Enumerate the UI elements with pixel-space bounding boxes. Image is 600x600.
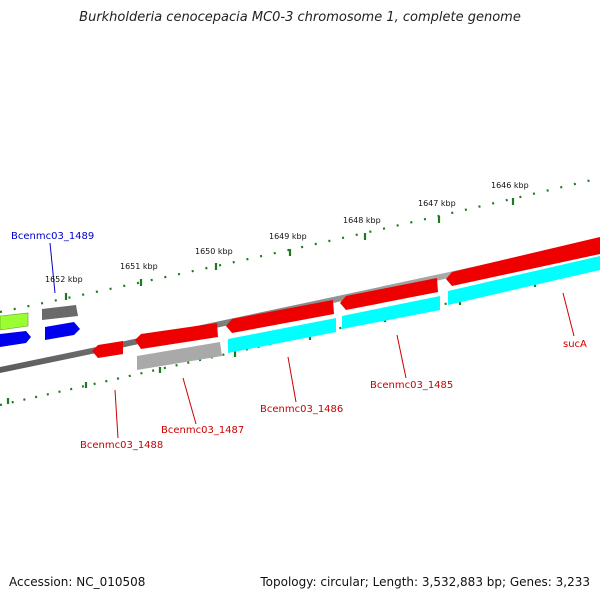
gene-blue-1489-adjacent[interactable] bbox=[45, 322, 80, 340]
outer-ruler bbox=[0, 176, 600, 314]
leader-1489 bbox=[49, 242, 56, 294]
leader-1485 bbox=[396, 334, 407, 379]
outer-major-ticks bbox=[64, 198, 515, 300]
tick-label-1648: 1648 kbp bbox=[343, 216, 381, 225]
gene-red-1486[interactable] bbox=[226, 300, 334, 333]
tick-label-1651: 1651 kbp bbox=[120, 262, 158, 271]
leader-1488 bbox=[114, 389, 119, 439]
gene-label-bcenmc03-1485: Bcenmc03_1485 bbox=[370, 380, 453, 391]
accession-text: Accession: NC_010508 bbox=[9, 575, 146, 589]
gene-darkgray-1489[interactable] bbox=[42, 305, 78, 320]
leader-1486 bbox=[287, 356, 297, 403]
gene-red-1488[interactable] bbox=[92, 341, 123, 358]
leader-1487 bbox=[182, 377, 197, 425]
gene-label-bcenmc03-1489: Bcenmc03_1489 bbox=[11, 231, 94, 242]
gene-red-suca[interactable] bbox=[446, 237, 600, 286]
gene-label-bcenmc03-1486: Bcenmc03_1486 bbox=[260, 404, 343, 415]
gene-green-fragment[interactable] bbox=[0, 312, 29, 331]
gene-gray-1487[interactable] bbox=[137, 342, 222, 370]
tick-label-1649: 1649 kbp bbox=[269, 232, 307, 241]
tick-label-1647: 1647 kbp bbox=[418, 199, 456, 208]
genome-summary-text: Topology: circular; Length: 3,532,883 bp… bbox=[260, 575, 590, 589]
tick-label-1652: 1652 kbp bbox=[45, 275, 83, 284]
gene-cyan-1485[interactable] bbox=[342, 296, 440, 329]
leader-suca bbox=[562, 292, 575, 337]
gene-blue-fragment-left[interactable] bbox=[0, 331, 31, 347]
gene-label-bcenmc03-1487: Bcenmc03_1487 bbox=[161, 425, 244, 436]
gene-label-suca: sucA bbox=[563, 339, 587, 350]
map-title: Burkholderia cenocepacia MC0-3 chromosom… bbox=[79, 10, 521, 25]
tick-label-1650: 1650 kbp bbox=[195, 247, 233, 256]
gene-cyan-suca[interactable] bbox=[448, 256, 600, 305]
gene-cyan-1486[interactable] bbox=[228, 318, 336, 353]
tick-label-1646: 1646 kbp bbox=[491, 181, 529, 190]
gene-red-1487[interactable] bbox=[135, 323, 218, 349]
gene-red-1485[interactable] bbox=[340, 278, 438, 310]
gene-label-bcenmc03-1488: Bcenmc03_1488 bbox=[80, 440, 163, 451]
